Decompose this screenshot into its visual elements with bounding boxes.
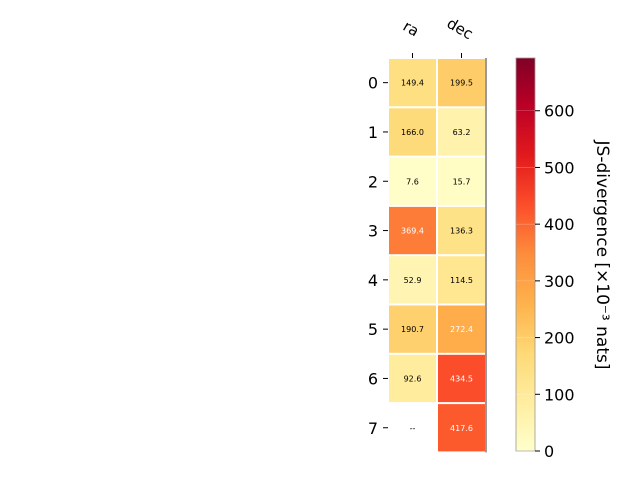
heatmap-cell: [389, 108, 436, 156]
heatmap-cell: [389, 206, 436, 255]
heatmap-grid: 149.4 199.5 166.0 63.2 7.6 15.7 369.4 136.3 52.9…: [389, 58, 487, 453]
cell-value-label: 63.2: [453, 128, 471, 137]
heatmap-cell: [389, 354, 436, 403]
y-axis-labels: 0 1 2 3 4 5 6 7: [368, 74, 388, 438]
heatmap-cell: [438, 256, 485, 304]
cell-value-label: 92.6: [404, 374, 422, 383]
x-tick-label: ra: [400, 17, 422, 40]
y-tick-label: 2: [368, 172, 378, 191]
cell-value-label: 417.6: [450, 424, 473, 433]
heatmap-cell: [389, 256, 436, 304]
y-tick-label: 7: [368, 419, 378, 438]
cell-value-label: --: [410, 424, 416, 433]
y-tick-label: 3: [368, 222, 378, 241]
cell-value-label: 114.5: [450, 276, 473, 285]
colorbar-tick-label: 400: [544, 215, 575, 234]
heatmap-cell: [438, 59, 485, 107]
heatmap-cell: [389, 59, 436, 107]
cell-value-label: 7.6: [406, 177, 419, 186]
x-axis-labels: ra dec: [400, 14, 476, 58]
y-tick-label: 5: [368, 320, 378, 339]
colorbar-tick-label: 300: [544, 272, 575, 291]
cell-value-label: 272.4: [450, 325, 473, 334]
heatmap-cell: [438, 404, 485, 452]
cell-value-label: 199.5: [450, 79, 473, 88]
heatmap-cell: [389, 404, 436, 452]
cell-value-label: 166.0: [401, 128, 424, 137]
colorbar-tick-label: 500: [544, 158, 575, 177]
x-tick-label: dec: [444, 14, 476, 43]
y-tick-label: 6: [368, 369, 378, 388]
heatmap-cell: [438, 305, 485, 353]
colorbar-tick-label: 200: [544, 329, 575, 348]
colorbar-label: JS-divergence [×10⁻³ nats]: [592, 140, 612, 370]
cell-value-label: 136.3: [450, 227, 473, 236]
heatmap-cell: [438, 157, 485, 205]
colorbar: 0 100 200 300 400 500 600: [515, 57, 575, 461]
heatmap-cell: [438, 354, 485, 403]
colorbar-tick-label: 600: [544, 102, 575, 121]
cell-value-label: 52.9: [404, 276, 422, 285]
colorbar-outline: [515, 57, 536, 452]
cell-value-label: 149.4: [401, 79, 424, 88]
y-tick-label: 0: [368, 74, 378, 93]
colorbar-gradient: [516, 58, 535, 451]
cell-value-label: 190.7: [401, 325, 424, 334]
heatmap-cell: [438, 206, 485, 255]
colorbar-tick-label: 100: [544, 385, 575, 404]
cell-value-label: 434.5: [450, 374, 473, 383]
cell-value-label: 15.7: [453, 177, 471, 186]
heatmap-cell: [389, 305, 436, 353]
y-tick-label: 4: [368, 271, 378, 290]
heatmap-cell: [438, 108, 485, 156]
colorbar-tick-label: 0: [544, 442, 554, 461]
y-tick-label: 1: [368, 123, 378, 142]
heatmap-cell: [389, 157, 436, 205]
cell-value-label: 369.4: [401, 227, 424, 236]
